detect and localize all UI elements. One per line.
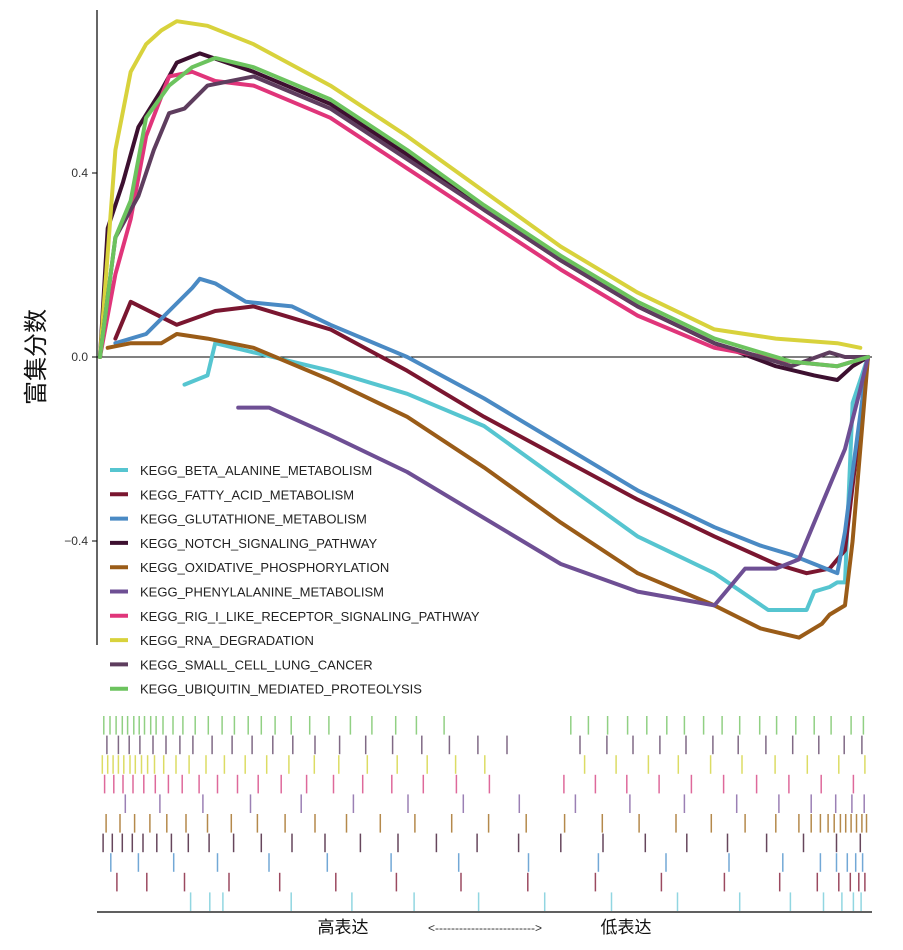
series-line [236, 355, 870, 608]
x-axis-label-arrow: <-------------------------> [428, 921, 542, 935]
series-line [113, 276, 870, 576]
main-plot: 0.40.0−0.4 KEGG_BETA_ALANINE_METABOLISMK… [64, 10, 872, 697]
legend-label: KEGG_RNA_DEGRADATION [140, 633, 314, 648]
series-lines [98, 19, 870, 640]
hit-rug-panel [101, 716, 868, 911]
x-axis-label-low: 低表达 [601, 918, 652, 938]
x-axis-label-high: 高表达 [318, 918, 369, 938]
y-tick-label: −0.4 [64, 534, 88, 548]
legend-label: KEGG_FATTY_ACID_METABOLISM [140, 487, 354, 502]
legend-label: KEGG_RIG_I_LIKE_RECEPTOR_SIGNALING_PATHW… [140, 609, 480, 624]
legend-label: KEGG_SMALL_CELL_LUNG_CANCER [140, 657, 373, 672]
y-axis-title: 富集分数 [22, 309, 50, 405]
series-line [182, 341, 870, 612]
legend-label: KEGG_BETA_ALANINE_METABOLISM [140, 463, 372, 478]
series-line [98, 69, 870, 369]
legend-label: KEGG_NOTCH_SIGNALING_PATHWAY [140, 536, 378, 551]
y-tick-label: 0.4 [71, 166, 88, 180]
legend: KEGG_BETA_ALANINE_METABOLISM KEGG_FATTY_A… [110, 463, 480, 697]
series-line [113, 299, 870, 576]
legend-label: KEGG_GLUTATHIONE_METABOLISM [140, 512, 367, 527]
x-axis-title: 高表达 <-------------------------> 低表达 [318, 918, 652, 938]
y-tick-label: 0.0 [71, 350, 88, 364]
legend-label: KEGG_PHENYLALANINE_METABOLISM [140, 585, 384, 600]
series-line [105, 332, 870, 640]
series-line [98, 19, 863, 359]
legend-label: KEGG_OXIDATIVE_PHOSPHORYLATION [140, 560, 389, 575]
series-line [98, 51, 870, 382]
series-line [98, 56, 870, 369]
legend-label: KEGG_UBIQUITIN_MEDIATED_PROTEOLYSIS [140, 682, 422, 697]
y-ticks: 0.4 0.0 −0.4 [64, 166, 97, 548]
